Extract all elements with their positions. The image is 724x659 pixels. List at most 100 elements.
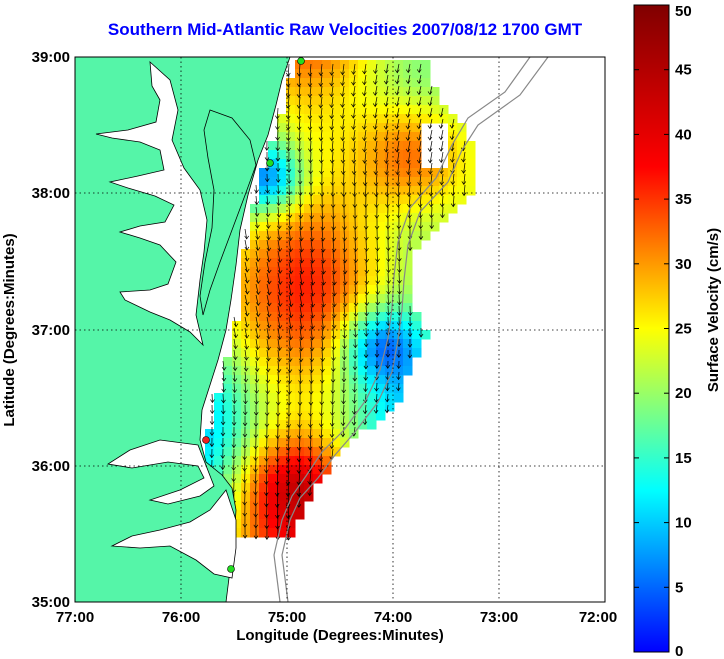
velocity-cell: [268, 438, 278, 448]
velocity-cell: [286, 384, 296, 394]
velocity-arrow: [398, 283, 400, 295]
velocity-cell: [331, 285, 341, 295]
velocity-cell: [295, 294, 305, 304]
velocity-cell: [223, 375, 233, 385]
velocity-cell: [367, 141, 377, 151]
velocity-cell: [412, 60, 422, 70]
velocity-arrowhead: [364, 312, 369, 317]
velocity-arrowhead: [352, 193, 357, 198]
velocity-arrowhead: [340, 126, 345, 131]
velocity-arrowhead: [319, 412, 324, 417]
y-tick-label: 36:00: [32, 458, 70, 475]
velocity-arrowhead: [266, 236, 271, 241]
velocity-cell: [277, 483, 287, 493]
velocity-cell: [331, 429, 341, 439]
velocity-arrowhead: [320, 336, 326, 341]
velocity-arrow: [255, 382, 258, 394]
velocity-arrow: [396, 74, 400, 84]
velocity-arrow: [420, 206, 422, 218]
velocity-arrow: [320, 74, 323, 87]
velocity-arrowhead: [244, 345, 249, 350]
velocity-cell: [232, 474, 242, 484]
velocity-arrow: [364, 404, 367, 414]
velocity-cell: [385, 168, 395, 178]
velocity-arrow: [266, 338, 269, 350]
velocity-cell: [367, 114, 377, 124]
velocity-arrowhead: [233, 323, 239, 328]
velocity-cell: [403, 96, 413, 106]
velocity-cell: [286, 339, 296, 349]
velocity-arrow: [298, 448, 301, 462]
velocity-arrow: [353, 140, 356, 152]
velocity-arrowhead: [285, 504, 291, 509]
velocity-cell: [394, 69, 404, 79]
velocity-arrowhead: [395, 193, 401, 198]
velocity-cell: [232, 510, 242, 520]
velocity-arrow: [353, 74, 356, 86]
velocity-cell: [385, 258, 395, 268]
velocity-arrowhead: [363, 354, 369, 359]
chesapeake-bay: [95, 61, 208, 347]
velocity-arrowhead: [416, 80, 422, 84]
velocity-cell: [313, 321, 323, 331]
velocity-arrow: [440, 107, 444, 117]
velocity-arrowhead: [405, 80, 411, 85]
velocity-cell: [385, 366, 395, 376]
velocity-cell: [214, 402, 224, 412]
velocity-arrowhead: [243, 400, 248, 405]
velocity-cell: [340, 375, 350, 385]
velocity-cell: [241, 411, 251, 421]
velocity-cell: [313, 249, 323, 259]
velocity-cell: [385, 204, 395, 214]
velocity-arrow: [255, 349, 258, 361]
velocity-arrow: [321, 338, 324, 351]
velocity-arrowhead: [299, 336, 304, 341]
velocity-cell: [331, 96, 341, 106]
velocity-arrowhead: [310, 270, 316, 275]
velocity-cell: [367, 60, 377, 70]
velocity-cell: [394, 312, 404, 322]
velocity-arrow: [342, 415, 345, 426]
velocity-cell: [367, 150, 377, 160]
velocity-arrowhead: [429, 214, 434, 219]
velocity-cell: [304, 411, 314, 421]
velocity-cell: [331, 195, 341, 205]
velocity-cell: [313, 222, 323, 232]
delmarva-peninsula: [199, 109, 257, 316]
velocity-arrow: [365, 250, 368, 263]
velocity-arrow: [452, 184, 455, 196]
velocity-arrowhead: [329, 148, 335, 153]
velocity-cell: [385, 357, 395, 367]
x-tick-label: 72:00: [579, 609, 617, 626]
velocity-cell: [439, 204, 449, 214]
velocity-cell: [376, 366, 386, 376]
velocity-cell: [331, 375, 341, 385]
velocity-arrow: [320, 415, 323, 427]
velocity-cell: [304, 339, 314, 349]
velocity-arrow: [321, 217, 324, 230]
velocity-arrowhead: [309, 204, 314, 208]
velocity-arrowhead: [242, 445, 248, 449]
velocity-arrowhead: [384, 69, 389, 74]
velocity-arrowhead: [362, 410, 368, 415]
velocity-cell: [349, 258, 359, 268]
velocity-arrow: [429, 118, 433, 129]
velocity-arrowhead: [264, 503, 269, 508]
velocity-arrow: [375, 140, 378, 153]
velocity-arrowhead: [286, 180, 292, 184]
velocity-cell: [313, 312, 323, 322]
velocity-arrowhead: [407, 333, 413, 338]
velocity-arrowhead: [288, 325, 294, 330]
velocity-cell: [286, 411, 296, 421]
velocity-cell: [349, 312, 359, 322]
velocity-arrow: [266, 371, 269, 383]
velocity-arrowhead: [265, 213, 271, 218]
velocity-cell: [331, 132, 341, 142]
velocity-arrowhead: [288, 248, 294, 253]
velocity-cell: [403, 177, 413, 187]
velocity-arrowhead: [407, 225, 413, 230]
velocity-cell: [286, 492, 296, 502]
velocity-cell: [232, 411, 242, 421]
velocity-cell: [358, 69, 368, 79]
velocity-arrowhead: [450, 192, 456, 197]
